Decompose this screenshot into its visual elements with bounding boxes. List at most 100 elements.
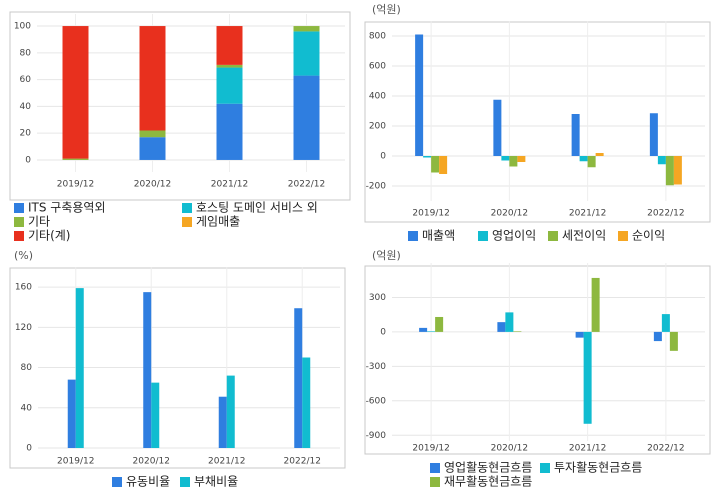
- legend-swatch: [14, 231, 24, 241]
- x-tick-label: 2019/12: [412, 209, 449, 219]
- legend-swatch: [14, 217, 24, 227]
- x-tick-label: 2020/12: [134, 180, 171, 190]
- x-tick-label: 2022/12: [647, 209, 684, 219]
- legend-swatch: [540, 463, 550, 473]
- legend-label: 호스팅 도메인 서비스 외: [196, 201, 318, 215]
- x-tick-label: 2022/12: [647, 444, 684, 454]
- x-tick-label: 2022/12: [284, 457, 321, 467]
- legend-swatch: [408, 231, 418, 241]
- bar: [294, 308, 303, 448]
- legend-label: 기타(계): [28, 229, 70, 243]
- legend-swatch: [430, 477, 440, 487]
- bar-segment: [216, 103, 243, 160]
- x-tick-label: 2022/12: [288, 180, 325, 190]
- legend-swatch: [182, 203, 192, 213]
- bar: [151, 382, 160, 448]
- bar: [587, 156, 596, 168]
- y-tick-label: 0: [380, 327, 386, 337]
- legend-label: 매출액: [422, 229, 455, 243]
- bar: [226, 375, 235, 448]
- bar-segment: [293, 26, 320, 32]
- bar-segment: [293, 31, 320, 76]
- bar: [669, 331, 678, 351]
- bar: [505, 312, 514, 332]
- y-tick-label: 20: [20, 129, 32, 139]
- legend-swatch: [180, 477, 190, 487]
- legend-label: 세전이익: [562, 229, 606, 243]
- bar: [673, 156, 682, 185]
- y-tick-label: 40: [21, 403, 33, 413]
- bar: [431, 156, 440, 173]
- y-tick-label: 300: [369, 293, 386, 303]
- x-tick-label: 2020/12: [133, 457, 170, 467]
- x-tick-label: 2020/12: [491, 209, 528, 219]
- y-tick-label: 120: [15, 323, 32, 333]
- legend-label: ITS 구축용역외: [28, 201, 106, 215]
- y-tick-label: 400: [369, 92, 386, 102]
- x-tick-label: 2019/12: [412, 444, 449, 454]
- legend-swatch: [618, 231, 628, 241]
- panel-frame: [364, 21, 711, 223]
- legend-swatch: [478, 231, 488, 241]
- legend-label: 투자활동현금흐름: [554, 461, 642, 475]
- legend-swatch: [182, 217, 192, 227]
- bar-segment: [293, 75, 320, 160]
- unit-label: (억원): [372, 3, 401, 16]
- y-tick-label: 160: [15, 283, 32, 293]
- bar-segment: [216, 26, 243, 65]
- x-tick-label: 2021/12: [208, 457, 245, 467]
- x-tick-label: 2021/12: [211, 180, 248, 190]
- legend-label: 영업이익: [492, 229, 536, 243]
- panel-frame: [9, 11, 351, 201]
- bar: [67, 379, 76, 448]
- legend-label: 부채비율: [194, 475, 238, 489]
- y-tick-label: 0: [26, 444, 32, 454]
- y-tick-label: 0: [25, 155, 31, 165]
- bar: [575, 331, 584, 338]
- y-tick-label: 40: [20, 102, 32, 112]
- bar: [218, 396, 227, 448]
- x-tick-label: 2019/12: [57, 457, 94, 467]
- bar: [435, 316, 444, 332]
- panel-frame: [364, 265, 711, 455]
- bar: [653, 331, 662, 342]
- bar: [649, 113, 658, 156]
- x-tick-label: 2019/12: [57, 180, 94, 190]
- legend-label: 영업활동현금흐름: [444, 461, 532, 475]
- legend-swatch: [112, 477, 122, 487]
- legend-label: 순이익: [632, 229, 665, 243]
- legend-label: 재무활동현금흐름: [444, 475, 532, 489]
- bar-segment: [139, 26, 166, 131]
- unit-label: (억원): [372, 249, 401, 262]
- bar: [501, 156, 510, 161]
- y-tick-label: 80: [21, 363, 33, 373]
- legend-swatch: [430, 463, 440, 473]
- bar: [591, 277, 600, 332]
- legend-label: 게임매출: [196, 215, 240, 229]
- bar-segment: [139, 137, 166, 160]
- y-tick-label: -300: [366, 362, 387, 372]
- x-tick-label: 2020/12: [491, 444, 528, 454]
- bar: [661, 314, 670, 332]
- legend-label: 유동비율: [126, 475, 170, 489]
- unit-label: (%): [14, 249, 33, 262]
- bar: [571, 114, 580, 156]
- y-tick-label: 80: [20, 48, 32, 58]
- bar: [427, 331, 436, 332]
- bar: [439, 156, 448, 174]
- bar-segment: [62, 158, 89, 160]
- bar: [583, 331, 592, 424]
- y-tick-label: 60: [20, 75, 32, 85]
- bar: [665, 156, 674, 186]
- legend-swatch: [14, 203, 24, 213]
- y-tick-label: -200: [366, 182, 387, 192]
- panel-frame: [9, 267, 346, 469]
- y-tick-label: -900: [366, 431, 387, 441]
- bar-segment: [216, 64, 243, 68]
- bar-segment: [216, 67, 243, 104]
- bar: [657, 156, 666, 165]
- bar-segment: [139, 130, 166, 138]
- bar: [517, 156, 526, 162]
- bar: [497, 322, 506, 332]
